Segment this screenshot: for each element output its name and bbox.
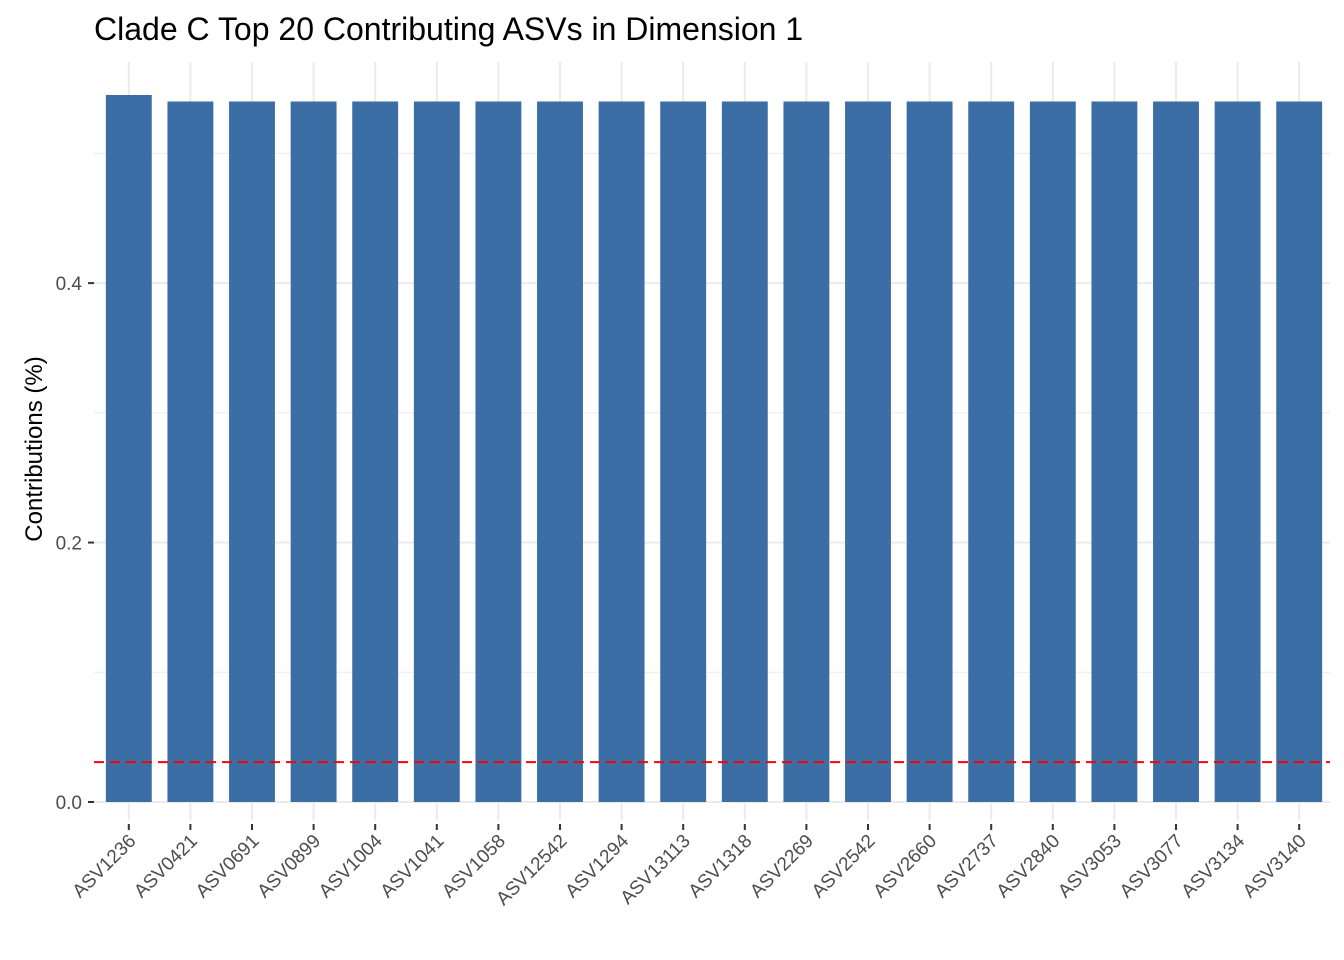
y-tick-label: 0.4 xyxy=(56,274,83,295)
x-tick-label: ASV1004 xyxy=(315,830,387,902)
x-axis: ASV1236ASV0421ASV0691ASV0899ASV1004ASV10… xyxy=(69,824,1311,910)
bar-asv1236 xyxy=(105,95,152,802)
bar-asv0899 xyxy=(290,101,337,803)
y-tick-label: 0.0 xyxy=(56,793,82,814)
y-tick-label: 0.2 xyxy=(56,534,82,555)
bar-asv1058 xyxy=(475,101,522,803)
x-tick-label: ASV0421 xyxy=(130,831,202,903)
bar-asv12542 xyxy=(537,101,583,803)
grid-lines xyxy=(94,62,1330,820)
x-tick-label: ASV1318 xyxy=(685,831,757,903)
y-axis-label: Contributions (%) xyxy=(21,356,48,541)
x-tick-label: ASV1041 xyxy=(377,831,449,903)
bar-asv3053 xyxy=(1091,101,1138,803)
x-tick-label: ASV0691 xyxy=(192,831,264,903)
bar-asv3077 xyxy=(1153,101,1199,803)
chart-title: Clade C Top 20 Contributing ASVs in Dime… xyxy=(94,11,803,47)
bar-asv2660 xyxy=(906,101,953,803)
x-tick-label: ASV3077 xyxy=(1116,831,1188,903)
bar-asv2840 xyxy=(1029,101,1076,803)
x-tick-label: ASV3053 xyxy=(1054,831,1126,903)
bar-asv0421 xyxy=(167,101,214,803)
x-tick-label: ASV3134 xyxy=(1178,830,1250,902)
y-axis: 0.0 0.2 0.4 xyxy=(56,274,94,814)
bar-asv3140 xyxy=(1276,101,1323,803)
bars xyxy=(105,95,1323,803)
x-tick-label: ASV3140 xyxy=(1239,831,1311,903)
bar-asv0691 xyxy=(229,101,275,803)
x-tick-label: ASV2269 xyxy=(746,831,818,903)
bar-asv3134 xyxy=(1214,101,1261,803)
bar-asv1041 xyxy=(413,101,460,803)
bar-asv1004 xyxy=(352,101,399,803)
bar-asv2542 xyxy=(845,101,891,803)
bar-asv1318 xyxy=(721,101,768,803)
x-tick-label: ASV2737 xyxy=(931,831,1003,903)
bar-asv1294 xyxy=(598,101,645,803)
bar-asv2269 xyxy=(783,101,830,803)
bar-asv13113 xyxy=(660,101,707,803)
x-tick-label: ASV1236 xyxy=(69,831,141,903)
x-tick-label: ASV2542 xyxy=(808,831,880,903)
x-tick-label: ASV2660 xyxy=(870,831,942,903)
bar-asv2737 xyxy=(968,101,1015,803)
x-tick-label: ASV2840 xyxy=(993,831,1065,903)
x-tick-label: ASV0899 xyxy=(254,831,326,903)
